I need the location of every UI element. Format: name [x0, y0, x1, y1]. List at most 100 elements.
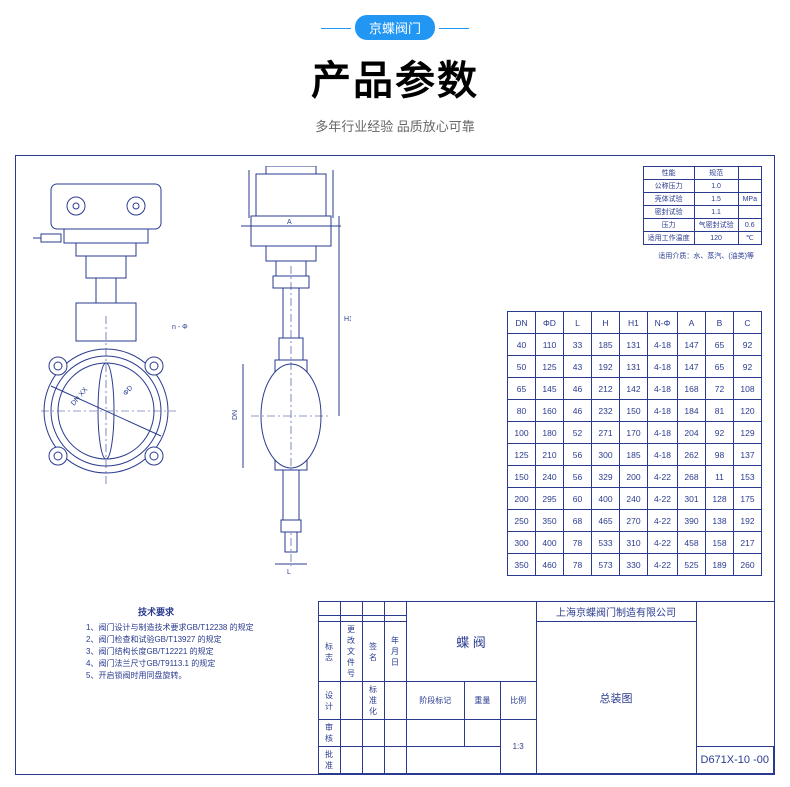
dim-cell: 56: [563, 466, 591, 488]
page-title: 产品参数: [0, 48, 790, 106]
dim-cell: 310: [619, 532, 647, 554]
dim-cell: 138: [706, 510, 734, 532]
dim-cell: 147: [678, 356, 706, 378]
dim-cell: 533: [591, 532, 619, 554]
dim-cell: 271: [591, 422, 619, 444]
dim-header: H1: [619, 312, 647, 334]
dim-cell: 129: [734, 422, 762, 444]
dim-cell: 4-18: [647, 378, 677, 400]
dim-cell: 160: [535, 400, 563, 422]
side-view-diagram: B DN L H1 A: [231, 166, 351, 576]
dim-cell: 240: [619, 488, 647, 510]
perf-cell: 壳体试验: [643, 193, 694, 206]
dim-cell: 268: [678, 466, 706, 488]
dim-cell: 33: [563, 334, 591, 356]
perf-cell: 气密封试验: [694, 219, 738, 232]
dim-cell: 153: [734, 466, 762, 488]
tech-req-title: 技术要求: [86, 606, 226, 620]
dim-cell: 350: [507, 554, 535, 576]
title-block: 蝶 阀 上海京蝶阀门制造有限公司 标志更改文件号签名年月日 总装图 设计标准化 …: [318, 601, 775, 774]
dim-cell: 175: [734, 488, 762, 510]
perf-cell: [738, 180, 761, 193]
dim-cell: 300: [507, 532, 535, 554]
dim-cell: 400: [535, 532, 563, 554]
dim-cell: 204: [678, 422, 706, 444]
dim-cell: 43: [563, 356, 591, 378]
tech-item: 1、阀门设计与制造技术要求GB/T12238 的规定: [86, 622, 254, 634]
tech-item: 3、阀门结构长度GB/T12221 的规定: [86, 646, 254, 658]
dim-cell: 81: [706, 400, 734, 422]
dim-cell: 80: [507, 400, 535, 422]
perf-cell: 适用工作温度: [643, 232, 694, 245]
perf-cell: 0.6: [738, 219, 761, 232]
dim-header: A: [678, 312, 706, 334]
dim-cell: 150: [507, 466, 535, 488]
perf-cell: MPa: [738, 193, 761, 206]
dim-cell: 180: [535, 422, 563, 444]
dim-cell: 142: [619, 378, 647, 400]
dim-cell: 46: [563, 400, 591, 422]
svg-text:H1: H1: [344, 316, 351, 323]
dimension-table: DNΦDLHH1N-ΦABC40110331851314-18147659250…: [507, 311, 762, 576]
drawing-label: 总装图: [536, 622, 696, 774]
dim-cell: 240: [535, 466, 563, 488]
dim-cell: 78: [563, 532, 591, 554]
dim-cell: 145: [535, 378, 563, 400]
dim-cell: 158: [706, 532, 734, 554]
page-subtitle: 多年行业经验 品质放心可靠: [0, 116, 790, 135]
dim-cell: 50: [507, 356, 535, 378]
performance-table: 性能规范公称压力1.0壳体试验1.5MPa密封试验1.1压力气密封试验0.6适用…: [643, 166, 762, 245]
dim-cell: 4-22: [647, 554, 677, 576]
dim-cell: 65: [706, 356, 734, 378]
dim-cell: 217: [734, 532, 762, 554]
dim-cell: 78: [563, 554, 591, 576]
dim-cell: 185: [619, 444, 647, 466]
dim-header: C: [734, 312, 762, 334]
dim-cell: 40: [507, 334, 535, 356]
dim-cell: 330: [619, 554, 647, 576]
dim-cell: 260: [734, 554, 762, 576]
tech-requirements: 技术要求 1、阀门设计与制造技术要求GB/T12238 的规定2、阀门检查和试验…: [86, 606, 254, 682]
dim-cell: 168: [678, 378, 706, 400]
drawing-frame: n - Φ DN XX ΦD B DN L H1 A 性能规范公称: [15, 155, 775, 775]
dim-cell: 189: [706, 554, 734, 576]
dim-cell: 125: [535, 356, 563, 378]
tech-item: 2、阀门检查和试验GB/T13927 的规定: [86, 634, 254, 646]
dim-cell: 131: [619, 334, 647, 356]
dim-cell: 192: [591, 356, 619, 378]
dim-cell: 52: [563, 422, 591, 444]
dim-header: DN: [507, 312, 535, 334]
dim-cell: 147: [678, 334, 706, 356]
dim-header: ΦD: [535, 312, 563, 334]
dim-cell: 270: [619, 510, 647, 532]
dim-cell: 170: [619, 422, 647, 444]
dim-cell: 573: [591, 554, 619, 576]
dim-cell: 120: [734, 400, 762, 422]
dim-cell: 184: [678, 400, 706, 422]
dim-cell: 4-22: [647, 532, 677, 554]
dim-cell: 4-22: [647, 488, 677, 510]
performance-note: 适用介质：水、蒸汽、(油类)等: [658, 251, 754, 261]
dim-cell: 210: [535, 444, 563, 466]
dim-cell: 60: [563, 488, 591, 510]
dim-cell: 4-18: [647, 356, 677, 378]
dim-cell: 125: [507, 444, 535, 466]
dim-cell: 4-18: [647, 334, 677, 356]
dim-cell: 92: [734, 334, 762, 356]
perf-cell: [738, 167, 761, 180]
dim-cell: 390: [678, 510, 706, 532]
front-view-diagram: n - Φ DN XX ΦD: [26, 166, 216, 526]
perf-cell: 1.0: [694, 180, 738, 193]
product-name: 蝶 阀: [406, 602, 536, 682]
svg-text:n - Φ: n - Φ: [172, 324, 188, 331]
dim-header: H: [591, 312, 619, 334]
dim-cell: 465: [591, 510, 619, 532]
dim-cell: 185: [591, 334, 619, 356]
dim-cell: 92: [706, 422, 734, 444]
perf-cell: [738, 206, 761, 219]
dim-cell: 300: [591, 444, 619, 466]
dim-cell: 56: [563, 444, 591, 466]
scale-value: 1:3: [500, 720, 536, 774]
dim-cell: 212: [591, 378, 619, 400]
dim-header: L: [563, 312, 591, 334]
